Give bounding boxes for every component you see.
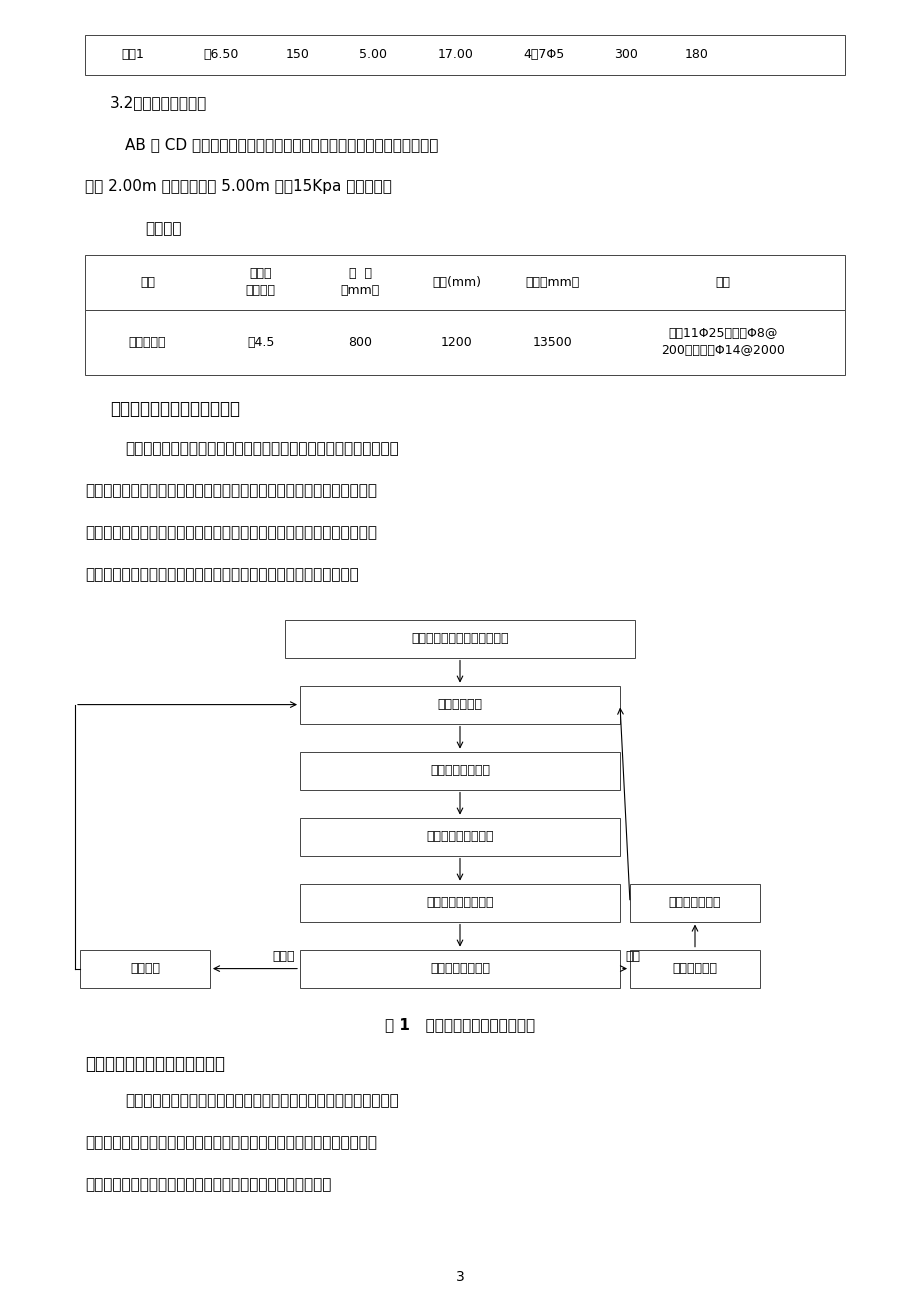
Text: 开展应急知识教育和应急演练，提高现场操作人员应急能力，减少突发事: 开展应急知识教育和应急演练，提高现场操作人员应急能力，减少突发事 <box>85 526 377 540</box>
Text: （四）突发事件风险分析和预防: （四）突发事件风险分析和预防 <box>85 1056 225 1073</box>
Bar <box>300 884 619 922</box>
Text: 支护桦：: 支护桦： <box>145 221 181 236</box>
Bar <box>300 949 619 988</box>
Bar <box>85 255 844 310</box>
Text: 为确保正常施工，预防突发事件以及某些预想不到的、不可抗拒的事: 为确保正常施工，预防突发事件以及某些预想不到的、不可抗拒的事 <box>125 1094 398 1108</box>
Text: （三）、应急预案工作流程图: （三）、应急预案工作流程图 <box>110 400 240 418</box>
Text: 件造成的损害和不良环境影响。其应急准备和响应工作程序见下图：: 件造成的损害和不良环境影响。其应急准备和响应工作程序见下图： <box>85 568 358 582</box>
Bar <box>80 949 210 988</box>
Text: AB 及 CD 段因场地狭小，难以施工锄杆，故采用桦加内支撑方法支护，: AB 及 CD 段因场地狭小，难以施工锄杆，故采用桦加内支撑方法支护， <box>125 137 437 152</box>
Bar <box>300 751 619 789</box>
Text: 钒孔灰注桦: 钒孔灰注桦 <box>129 336 166 349</box>
Text: 危险源及环境因素辨识、评价: 危险源及环境因素辨识、评价 <box>411 631 508 644</box>
Bar <box>285 620 634 658</box>
Text: 定期评审: 定期评审 <box>130 962 160 975</box>
Bar <box>85 35 844 76</box>
Text: 进行评审、修订: 进行评审、修订 <box>668 896 720 909</box>
Text: 实施应急预案: 实施应急预案 <box>672 962 717 975</box>
Text: 人员伤亡、国家财产和经济损失，必须进行风险分析和预防。: 人员伤亡、国家财产和经济损失，必须进行风险分析和预防。 <box>85 1177 331 1193</box>
Bar <box>300 686 619 724</box>
Bar <box>300 818 619 855</box>
Bar <box>630 884 759 922</box>
Text: －6.50: －6.50 <box>203 48 239 61</box>
Text: 180: 180 <box>684 48 708 61</box>
Text: 800: 800 <box>347 336 371 349</box>
Text: 13500: 13500 <box>532 336 573 349</box>
Text: 配筋: 配筋 <box>715 276 730 289</box>
Text: 3.2、桦加内支撑支护: 3.2、桦加内支撑支护 <box>110 95 207 109</box>
Text: 1200: 1200 <box>440 336 471 349</box>
Text: 间距(mm): 间距(mm) <box>432 276 481 289</box>
Text: 直  径
（mm）: 直 径 （mm） <box>340 267 380 297</box>
Bar <box>630 949 759 988</box>
Text: 纵等11Φ25，箍筋Φ8@
200，加强筋Φ14@2000: 纵等11Φ25，箍筋Φ8@ 200，加强筋Φ14@2000 <box>661 327 784 357</box>
Text: 成立抗险领导小组: 成立抗险领导小组 <box>429 764 490 777</box>
Text: 17.00: 17.00 <box>437 48 473 61</box>
Text: 150: 150 <box>285 48 309 61</box>
Text: 配备应急物资、设备: 配备应急物资、设备 <box>425 896 494 909</box>
Text: 长度（mm）: 长度（mm） <box>526 276 579 289</box>
Text: 编制应急预案: 编制应急预案 <box>437 698 482 711</box>
Text: 图 1   应急准备和响应工作程序图: 图 1 应急准备和响应工作程序图 <box>384 1018 535 1032</box>
Text: 3: 3 <box>455 1269 464 1284</box>
Text: 未发生: 未发生 <box>272 949 295 962</box>
Text: －4.5: －4.5 <box>247 336 274 349</box>
Text: 坡顶 2.00m 以外同样考虑 5.00m 宽，15Kpa 局部荷载。: 坡顶 2.00m 以外同样考虑 5.00m 宽，15Kpa 局部荷载。 <box>85 178 391 194</box>
Text: 组建抗险队、救护车: 组建抗险队、救护车 <box>425 831 494 844</box>
Bar <box>85 310 844 375</box>
Text: 锄杗1: 锄杗1 <box>121 48 143 61</box>
Text: 5.00: 5.00 <box>358 48 387 61</box>
Text: 环境因素的识别和评价，特制定本项目发生紧急情况或事故的应急措施，: 环境因素的识别和评价，特制定本项目发生紧急情况或事故的应急措施， <box>85 483 377 499</box>
Text: 4－7Φ5: 4－7Φ5 <box>523 48 564 61</box>
Text: 件发生，事前有充足的技术措施准备、抗险物资的储备，最大程度地减少: 件发生，事前有充足的技术措施准备、抗险物资的储备，最大程度地减少 <box>85 1135 377 1150</box>
Text: 桦顶标
高（米）: 桦顶标 高（米） <box>245 267 276 297</box>
Text: 发生: 发生 <box>624 949 640 962</box>
Text: 300: 300 <box>614 48 638 61</box>
Text: 名称: 名称 <box>140 276 154 289</box>
Text: 根据本工程的特点及施工工艺的实际情况，认真的组织了对危险源和: 根据本工程的特点及施工工艺的实际情况，认真的组织了对危险源和 <box>125 441 398 457</box>
Text: 应急知识教育培训: 应急知识教育培训 <box>429 962 490 975</box>
